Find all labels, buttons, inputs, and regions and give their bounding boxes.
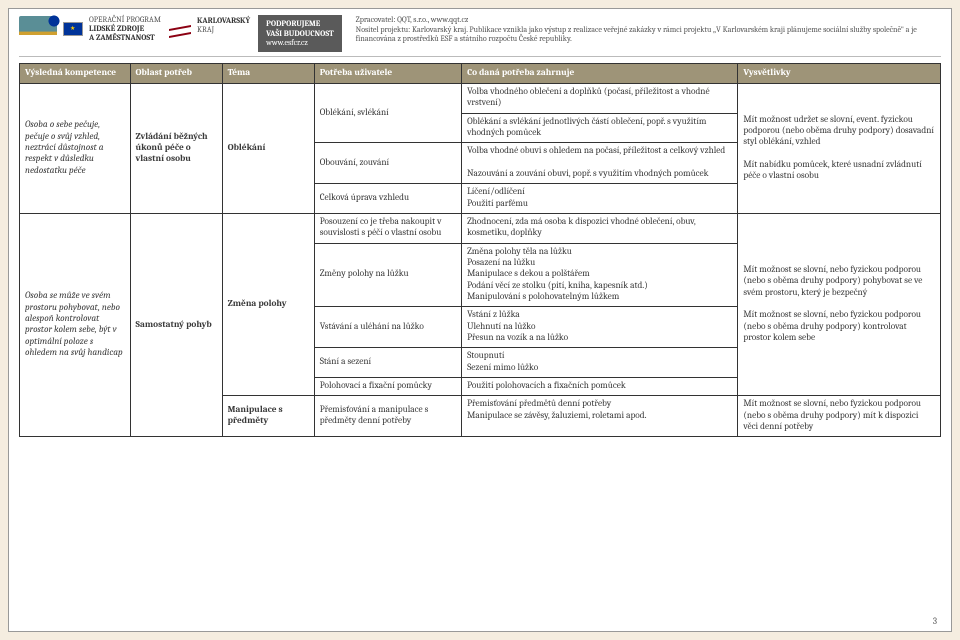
cell-include: Líčení/odlíčení Použití parfému: [462, 184, 738, 214]
esf-line1: OPERAČNÍ PROGRAM: [89, 15, 161, 24]
cell-vysv-2a: Mít možnost se slovní, nebo fyzickou pod…: [738, 214, 941, 396]
disclaimer: Zpracovatel: QQT, s.r.o., www.qqt.cz Nos…: [350, 15, 941, 44]
document-header: OPERAČNÍ PROGRAM LIDSKÉ ZDROJE A ZAMĚSTN…: [19, 15, 941, 57]
th-vysvetlivky: Vysvětlivky: [738, 63, 941, 83]
cell-include: Zhodnocení, zda má osoba k dispozici vho…: [462, 214, 738, 244]
th-oblast: Oblast potřeb: [130, 63, 222, 83]
vysv-text: Mít možnost se slovní, nebo fyzickou pod…: [743, 310, 921, 343]
cell-include: Použití polohovacích a fixačních pomůcek: [462, 378, 738, 396]
disc-line2: Nositel projektu: Karlovarský kraj. Publ…: [356, 25, 941, 44]
cell-need: Stání a sezení: [314, 348, 461, 378]
vysv1-text: Mít možnost udržet se slovní, event. fyz…: [743, 115, 934, 148]
inc-text: Nazouvání a zouvání obuvi, popř. s využi…: [467, 169, 708, 179]
podp-line3: www.esfcr.cz: [266, 38, 334, 48]
disc-line1: Zpracovatel: QQT, s.r.o., www.qqt.cz: [356, 15, 941, 25]
support-box: PODPORUJEME VAŠI BUDOUCNOST www.esfcr.cz: [258, 15, 342, 52]
kv-logo-icon: [169, 15, 191, 37]
cell-need: Změny polohy na lůžku: [314, 243, 461, 307]
cell-include: Oblékání a svlékání jednotlivých částí o…: [462, 113, 738, 143]
cell-include: Stoupnutí Sezení mimo lůžko: [462, 348, 738, 378]
cell-include: Volba vhodného oblečení a doplňků (počas…: [462, 84, 738, 114]
cell-oblast-2: Samostatný pohyb: [130, 214, 222, 437]
esf-logo-block: OPERAČNÍ PROGRAM LIDSKÉ ZDROJE A ZAMĚSTN…: [19, 15, 161, 43]
cell-include: Vstání z lůžka Ulehnutí na lůžko Přesun …: [462, 307, 738, 348]
esf-line2: LIDSKÉ ZDROJE: [89, 24, 144, 33]
cell-oblast-1: Zvládání běžných úkonů péče o vlastní os…: [130, 84, 222, 214]
cell-tema-1: Oblékání: [222, 84, 314, 214]
cell-need: Celková úprava vzhledu: [314, 184, 461, 214]
esf-logo-icon: [19, 16, 57, 42]
kv-text: KARLOVARSKÝ KRAJ: [197, 17, 250, 35]
inc-text: Líčení/odlíčení: [467, 187, 525, 197]
cell-need: Přemisťování a manipulace s předměty den…: [314, 396, 461, 437]
podp-line1: PODPORUJEME: [266, 19, 334, 29]
th-kompetence: Výsledná kompetence: [20, 63, 131, 83]
cell-need: Posouzení co je třeba nakoupit v souvisl…: [314, 214, 461, 244]
esf-text: OPERAČNÍ PROGRAM LIDSKÉ ZDROJE A ZAMĚSTN…: [89, 15, 161, 43]
cell-vysv-2b: Mít možnost se slovní, nebo fyzickou pod…: [738, 396, 941, 437]
cell-kompetence-1: Osoba o sebe pečuje, pečuje o svůj vzhle…: [20, 84, 131, 214]
cell-include: Volba vhodné obuvi s ohledem na počasí, …: [462, 143, 738, 184]
cell-tema-2b: Manipulace s předměty: [222, 396, 314, 437]
cell-need: Oblékání, svlékání: [314, 84, 461, 143]
page-number: 3: [933, 617, 937, 627]
kv-logo-block: KARLOVARSKÝ KRAJ: [169, 15, 250, 37]
inc-text: Volba vhodné obuvi s ohledem na počasí, …: [467, 146, 725, 156]
cell-kompetence-2: Osoba se může ve svém prostoru pohybovat…: [20, 214, 131, 437]
cell-need: Polohovací a fixační pomůcky: [314, 378, 461, 396]
table-row: Osoba se může ve svém prostoru pohybovat…: [20, 214, 941, 244]
vysv2-text: Mít nabídku pomůcek, které usnadní zvlád…: [743, 160, 921, 181]
competence-table: Výsledná kompetence Oblast potřeb Téma P…: [19, 63, 941, 438]
kv-line2: KRAJ: [197, 25, 214, 34]
kv-line1: KARLOVARSKÝ: [197, 16, 250, 25]
cell-vysv-1: Mít možnost udržet se slovní, event. fyz…: [738, 84, 941, 214]
cell-include: Přemisťování předmětů denní potřeby Mani…: [462, 396, 738, 437]
th-potreba: Potřeba uživatele: [314, 63, 461, 83]
th-zahrnuje: Co daná potřeba zahrnuje: [462, 63, 738, 83]
esf-line3: A ZAMĚSTNANOST: [89, 33, 155, 42]
cell-include: Změna polohy těla na lůžku Posazení na l…: [462, 243, 738, 307]
page: OPERAČNÍ PROGRAM LIDSKÉ ZDROJE A ZAMĚSTN…: [8, 8, 952, 632]
table-header-row: Výsledná kompetence Oblast potřeb Téma P…: [20, 63, 941, 83]
table-row: Osoba o sebe pečuje, pečuje o svůj vzhle…: [20, 84, 941, 114]
th-tema: Téma: [222, 63, 314, 83]
inc-text: Použití parfému: [467, 199, 528, 209]
cell-need: Vstávání a uléhání na lůžko: [314, 307, 461, 348]
podp-line2: VAŠI BUDOUCNOST: [266, 29, 334, 39]
vysv-text: Mít možnost se slovní, nebo fyzickou pod…: [743, 265, 922, 298]
cell-need: Obouvání, zouvání: [314, 143, 461, 184]
cell-tema-2a: Změna polohy: [222, 214, 314, 396]
eu-flag-icon: [63, 22, 83, 36]
